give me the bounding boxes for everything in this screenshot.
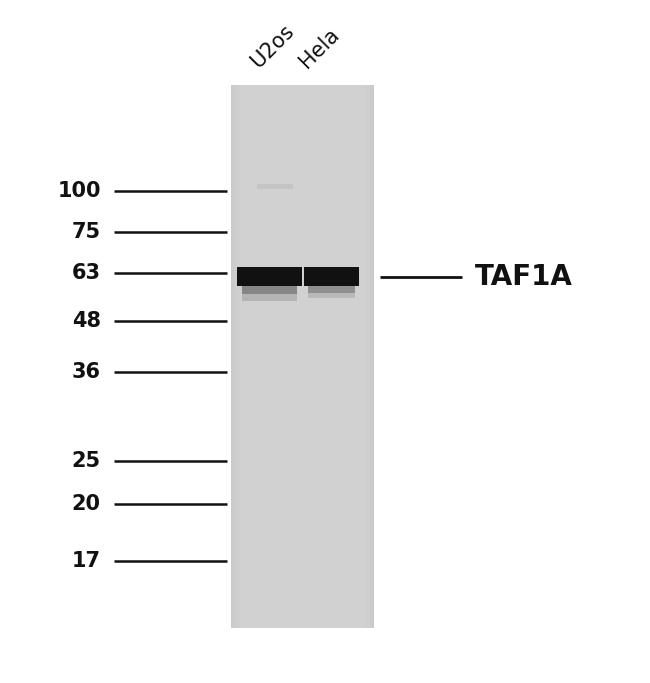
Text: U2os: U2os [247,20,298,72]
Bar [237,267,302,286]
Text: 20: 20 [72,494,101,514]
Text: 48: 48 [72,311,101,331]
Bar [231,85,374,628]
Bar [308,286,355,298]
Bar [257,184,292,189]
Text: 36: 36 [72,362,101,382]
Bar [242,286,297,301]
Text: TAF1A: TAF1A [474,263,573,290]
Bar [304,267,359,286]
Text: 63: 63 [72,263,101,283]
Text: 75: 75 [72,222,101,242]
Bar [242,286,297,294]
Text: 17: 17 [72,551,101,572]
Text: 100: 100 [57,181,101,201]
Bar [308,286,355,293]
Text: Hela: Hela [296,25,343,72]
Text: 25: 25 [72,451,101,471]
